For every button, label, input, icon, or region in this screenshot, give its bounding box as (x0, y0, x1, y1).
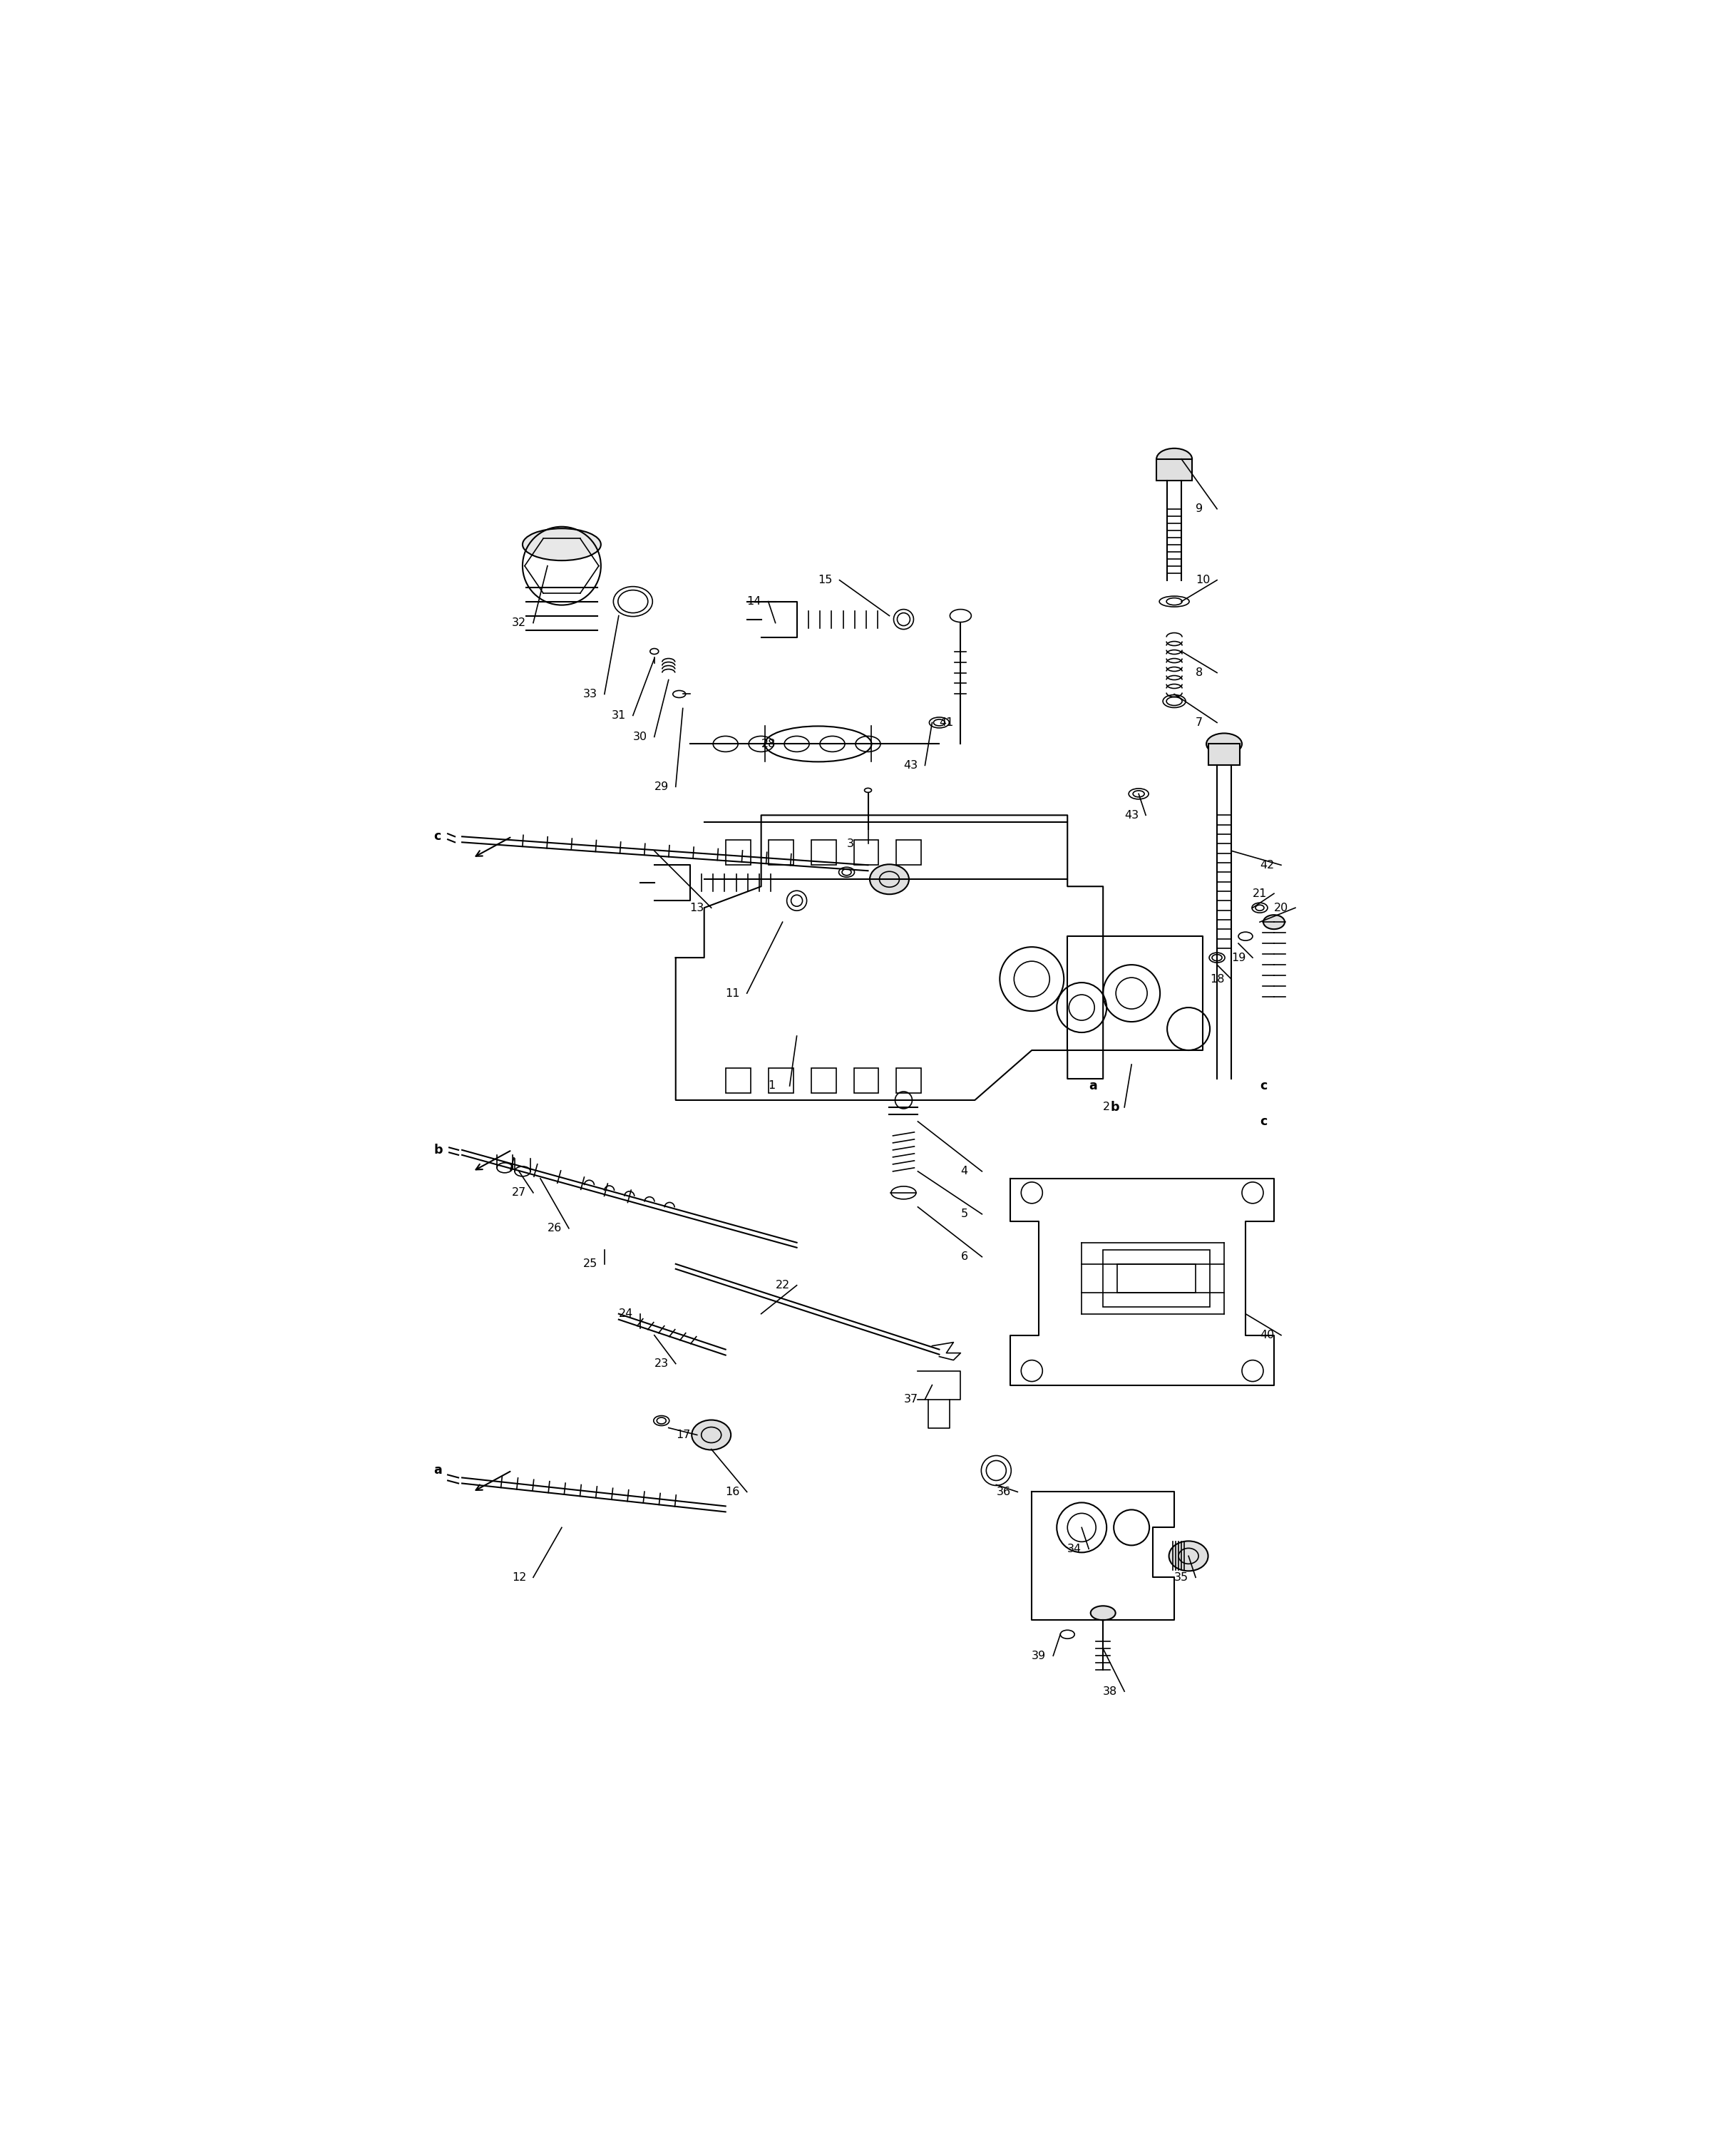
Text: 39: 39 (1031, 1650, 1047, 1660)
Text: 24: 24 (618, 1308, 634, 1319)
Text: 27: 27 (512, 1187, 526, 1197)
Text: 33: 33 (583, 689, 597, 700)
Text: 20: 20 (1274, 903, 1288, 913)
Text: 42: 42 (1260, 860, 1274, 871)
Text: 18: 18 (1210, 973, 1224, 984)
Text: 40: 40 (1260, 1329, 1274, 1340)
Text: 35: 35 (1174, 1573, 1189, 1583)
Text: 38: 38 (1102, 1686, 1118, 1697)
Text: 43: 43 (1125, 809, 1139, 822)
Bar (854, 1069, 878, 1093)
Text: 36: 36 (996, 1487, 1010, 1498)
Text: 17: 17 (675, 1430, 691, 1440)
Text: 26: 26 (547, 1223, 562, 1233)
Text: 34: 34 (1068, 1543, 1082, 1554)
Bar (811, 1069, 837, 1093)
Ellipse shape (523, 529, 601, 561)
Bar (896, 841, 922, 864)
Text: 5: 5 (960, 1208, 967, 1219)
Text: 16: 16 (726, 1487, 740, 1498)
Ellipse shape (870, 864, 910, 894)
Bar (811, 841, 837, 864)
Text: 28: 28 (760, 738, 776, 749)
Ellipse shape (1207, 734, 1241, 755)
Text: a: a (1088, 1080, 1097, 1093)
Text: c: c (1260, 1080, 1267, 1093)
Text: b: b (1111, 1101, 1120, 1114)
Bar (769, 1069, 793, 1093)
Text: 3: 3 (847, 839, 854, 849)
Text: 31: 31 (611, 711, 627, 721)
Bar (1156, 459, 1193, 480)
Bar (854, 841, 878, 864)
Text: 43: 43 (904, 760, 918, 770)
Bar (896, 1069, 922, 1093)
Text: 32: 32 (512, 617, 526, 627)
Text: 23: 23 (654, 1359, 668, 1370)
Bar (1118, 1263, 1196, 1293)
Ellipse shape (1090, 1607, 1116, 1620)
Text: 6: 6 (960, 1251, 967, 1261)
Text: 12: 12 (512, 1573, 526, 1583)
Text: 10: 10 (1196, 574, 1210, 585)
Text: c: c (434, 830, 441, 843)
Text: 14: 14 (746, 595, 762, 606)
Bar (1208, 745, 1240, 766)
Text: 7: 7 (1196, 717, 1203, 728)
Ellipse shape (1168, 1541, 1208, 1571)
Text: 9: 9 (1196, 504, 1203, 514)
Text: 1: 1 (769, 1080, 776, 1090)
Bar (1102, 1251, 1210, 1306)
Ellipse shape (1156, 448, 1193, 469)
Bar (726, 1069, 750, 1093)
Text: 11: 11 (726, 988, 740, 999)
Bar (726, 841, 750, 864)
Text: 25: 25 (583, 1259, 597, 1270)
Text: 8: 8 (1196, 668, 1203, 679)
Text: b: b (434, 1144, 443, 1157)
Text: 4: 4 (960, 1165, 967, 1176)
Text: 22: 22 (776, 1280, 790, 1291)
Text: 15: 15 (818, 574, 833, 585)
Text: 2: 2 (1102, 1101, 1111, 1112)
Text: c: c (1260, 1116, 1267, 1129)
Text: 37: 37 (904, 1394, 918, 1404)
Ellipse shape (1264, 915, 1285, 928)
Text: 41: 41 (939, 717, 953, 728)
Bar (769, 841, 793, 864)
Text: 29: 29 (654, 781, 668, 792)
Ellipse shape (691, 1419, 731, 1449)
Text: 30: 30 (634, 732, 648, 743)
Text: 21: 21 (1253, 888, 1267, 898)
Text: 13: 13 (689, 903, 705, 913)
Text: a: a (434, 1464, 443, 1477)
Text: 19: 19 (1231, 952, 1246, 962)
